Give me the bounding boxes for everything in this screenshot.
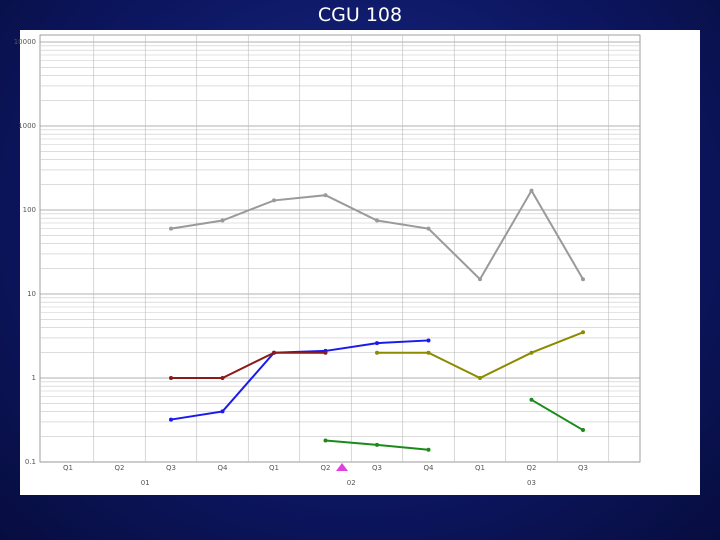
- series-point: [323, 193, 328, 198]
- series-point: [169, 226, 173, 231]
- marker-triangle: [336, 463, 348, 471]
- series-point: [220, 218, 225, 223]
- x-tick-label: Q3: [166, 464, 176, 472]
- x-tick-label: Q1: [475, 464, 485, 472]
- series-point: [478, 277, 482, 282]
- series-point: [169, 376, 173, 380]
- chart-panel: [20, 30, 700, 495]
- series-point: [529, 188, 534, 193]
- y-tick-label: 100: [23, 206, 36, 214]
- series-point: [220, 409, 225, 414]
- series-point: [272, 198, 276, 203]
- series-point: [529, 350, 534, 355]
- series-point: [426, 447, 431, 452]
- y-tick-label: 10: [27, 290, 36, 298]
- x-tick-label: Q2: [527, 464, 537, 472]
- x-tick-label: Q4: [424, 464, 435, 472]
- x-tick-label: Q2: [115, 464, 125, 472]
- series-point: [323, 438, 328, 443]
- x-tick-label: Q2: [321, 464, 331, 472]
- series-point: [169, 417, 173, 422]
- x-tick-label: Q3: [372, 464, 382, 472]
- series-line: [171, 351, 326, 379]
- series-point: [529, 397, 534, 402]
- x-tick-label: Q1: [269, 464, 279, 472]
- series-point: [220, 376, 225, 380]
- x-tick-label: Q1: [63, 464, 73, 472]
- x-group-label: 03: [527, 479, 536, 487]
- series-point: [375, 341, 379, 346]
- series-point: [272, 350, 276, 355]
- y-tick-label: 1: [32, 374, 36, 382]
- series-point: [478, 376, 482, 380]
- y-tick-label: 1000: [18, 122, 36, 130]
- y-tick-label: 10000: [14, 38, 36, 46]
- series-point: [323, 350, 328, 355]
- x-tick-label: Q3: [578, 464, 588, 472]
- series-point: [426, 350, 431, 355]
- series-point: [426, 226, 431, 231]
- series-point: [581, 277, 585, 282]
- series-point: [581, 428, 585, 433]
- series-point: [375, 218, 379, 223]
- series-point: [375, 350, 379, 355]
- series-point: [426, 338, 431, 343]
- x-tick-label: Q4: [218, 464, 229, 472]
- x-group-label: 01: [141, 479, 150, 487]
- series-point: [375, 442, 379, 447]
- slide-title: CGU 108: [317, 4, 403, 26]
- y-tick-label: 0.1: [25, 458, 36, 466]
- series-point: [581, 330, 585, 335]
- x-group-label: 02: [347, 479, 356, 487]
